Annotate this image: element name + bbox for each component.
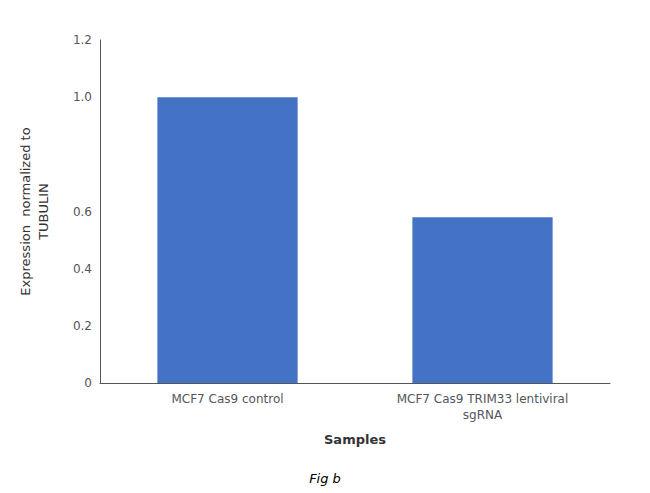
svg-text:TUBULIN: TUBULIN <box>36 183 51 241</box>
svg-text:MCF7 Cas9 TRIM33 lentiviral: MCF7 Cas9 TRIM33 lentiviral <box>397 392 569 406</box>
svg-text:0: 0 <box>84 376 92 390</box>
svg-text:1.0: 1.0 <box>73 90 92 104</box>
svg-text:0.2: 0.2 <box>73 319 92 333</box>
svg-text:0.6: 0.6 <box>73 205 92 219</box>
svg-text:MCF7 Cas9 control: MCF7 Cas9 control <box>171 392 283 406</box>
svg-text:1.2: 1.2 <box>73 33 92 47</box>
svg-text:sgRNA: sgRNA <box>463 408 503 422</box>
svg-text:0.4: 0.4 <box>73 262 92 276</box>
svg-text:Samples: Samples <box>324 432 386 447</box>
svg-text:Fig b: Fig b <box>309 471 341 486</box>
svg-text:Expression normalized to: Expression normalized to <box>18 127 33 295</box>
